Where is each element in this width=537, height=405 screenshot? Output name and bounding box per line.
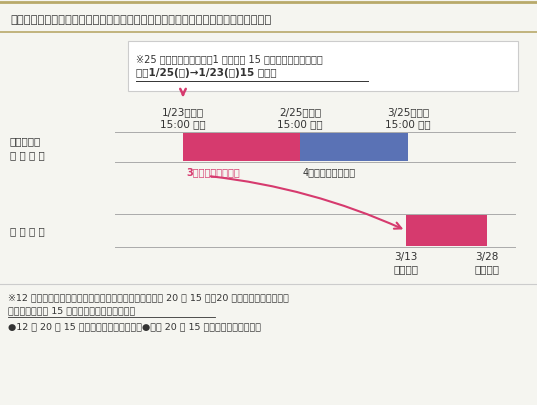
Bar [183, 134, 300, 162]
Text: 受 付 時 期: 受 付 時 期 [10, 149, 45, 160]
Text: 15:00 〆切: 15:00 〆切 [277, 119, 323, 129]
Text: ※12 月と４月に解約申請する場合に限り、締切は当月の 20 日 15 時（20 日が土日祝の場合は、: ※12 月と４月に解約申請する場合に限り、締切は当月の 20 日 15 時（20… [8, 292, 289, 301]
Text: 発送なし: 発送なし [475, 263, 499, 273]
Text: 3/25（木）: 3/25（木） [387, 107, 429, 117]
Text: 3/13: 3/13 [394, 252, 418, 261]
FancyBboxPatch shape [128, 42, 518, 92]
Text: 定期購入の停止・解約の受付時期と反映時期イメージ図【書面による手続きの場合】: 定期購入の停止・解約の受付時期と反映時期イメージ図【書面による手続きの場合】 [10, 15, 271, 25]
Text: 1/23（金）: 1/23（金） [162, 107, 204, 117]
Text: 15:00 〆切: 15:00 〆切 [385, 119, 431, 129]
Text: ●12 月 20 日 15 時必着で１月から解約　●４月 20 日 15 時必着で５月から解約: ●12 月 20 日 15 時必着で１月から解約 ●４月 20 日 15 時必着… [8, 321, 261, 330]
Text: 4月末発送分へ反映: 4月末発送分へ反映 [303, 166, 356, 177]
Text: 15:00 〆切: 15:00 〆切 [160, 119, 206, 129]
Text: 3/28: 3/28 [475, 252, 499, 261]
Text: 3月末発送分へ反映: 3月末発送分へ反映 [186, 166, 240, 177]
Bar [300, 134, 408, 162]
Text: 振替なし: 振替なし [394, 263, 418, 273]
Text: 停止・解約: 停止・解約 [10, 136, 41, 146]
Text: ※25 日が土日祝の場合、1 営業日前 15 時が締切となります。: ※25 日が土日祝の場合、1 営業日前 15 時が締切となります。 [136, 54, 323, 64]
Bar [406, 215, 487, 246]
Text: 例：1/25(日)→1/23(金)15 時締切: 例：1/25(日)→1/23(金)15 時締切 [136, 68, 277, 78]
Text: その１営業日前 15 時）必着で翌月からの解約: その１営業日前 15 時）必着で翌月からの解約 [8, 305, 135, 314]
Text: 2/25（水）: 2/25（水） [279, 107, 321, 117]
Text: 反 映 時 期: 反 映 時 期 [10, 226, 45, 236]
